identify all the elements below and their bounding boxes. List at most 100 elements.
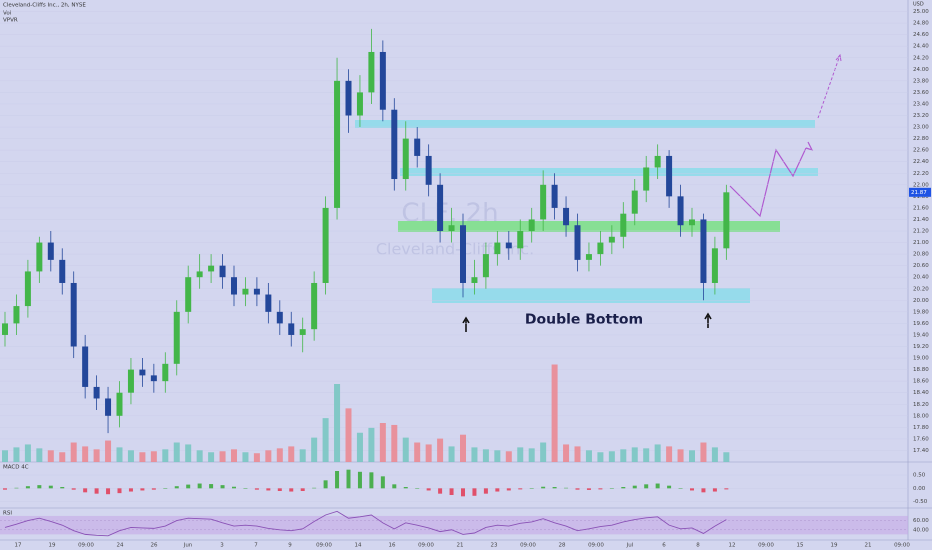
candle-body <box>93 386 100 399</box>
volume-bar <box>551 364 558 462</box>
indicator-label: Vol <box>3 11 12 17</box>
candle-body <box>528 219 535 231</box>
volume-bar <box>643 448 650 462</box>
x-tick-label: 21 <box>865 543 872 549</box>
macd-bar <box>632 485 637 489</box>
candle-body <box>391 109 398 180</box>
volume-bar <box>93 449 100 462</box>
volume-bar <box>677 449 684 462</box>
macd-bar <box>415 488 420 489</box>
macd-bar <box>243 488 248 489</box>
volume-bar <box>425 444 432 462</box>
y-tick-label: 20.40 <box>913 275 929 281</box>
x-tick-label: 21 <box>457 543 464 549</box>
y-tick-label: 24.60 <box>913 32 929 38</box>
candle-body <box>208 265 215 272</box>
volume-bar <box>574 446 581 462</box>
candle-body <box>219 265 226 278</box>
volume-bar <box>185 444 192 462</box>
volume-bar <box>563 444 570 462</box>
candle-body <box>242 288 249 295</box>
projection-arrowhead <box>835 53 842 62</box>
x-tick-label: 19 <box>49 543 56 549</box>
candle-body <box>345 80 352 116</box>
macd-bar <box>232 486 236 489</box>
volume-bar <box>631 447 638 462</box>
volume-bar <box>482 449 489 462</box>
y-tick-label: 22.20 <box>913 171 929 177</box>
y-tick-label: 0.50 <box>913 473 926 479</box>
macd-bar <box>461 488 465 497</box>
macd-bar <box>403 487 408 489</box>
y-tick-label: 17.60 <box>913 436 929 442</box>
candle-body <box>24 271 31 307</box>
x-tick-label: 12 <box>729 543 736 549</box>
volume-bar <box>689 450 695 462</box>
volume-bar <box>276 448 283 462</box>
volume-bar <box>116 447 123 462</box>
volume-bar <box>414 442 421 462</box>
volume-bar <box>311 437 318 462</box>
volume-bar <box>70 442 77 462</box>
volume-bar <box>150 451 157 462</box>
macd-bar <box>621 487 626 489</box>
volume-bar <box>299 449 306 462</box>
arrow-head <box>704 312 712 320</box>
candle-body <box>276 311 283 324</box>
macd-bar <box>483 488 488 494</box>
x-tick-label: 8 <box>696 543 700 549</box>
macd-bar <box>60 487 65 489</box>
volume-bar <box>2 450 8 462</box>
volume-bar <box>13 447 20 462</box>
candle-body <box>59 259 66 283</box>
volume-bar <box>36 448 43 462</box>
volume-bar <box>391 424 398 462</box>
x-tick-label: 28 <box>559 543 566 549</box>
macd-bar <box>472 488 477 496</box>
macd-bar <box>83 488 88 493</box>
candle-body <box>666 155 673 197</box>
candle-body <box>437 184 444 231</box>
candle-body <box>574 225 581 260</box>
candle-body <box>70 282 77 347</box>
x-tick-label: 23 <box>491 543 498 549</box>
x-tick-label: 24 <box>117 543 124 549</box>
x-tick-label: 26 <box>151 543 158 549</box>
candle-body <box>185 277 192 312</box>
volume-bar <box>196 450 203 462</box>
arrow-head <box>462 316 470 324</box>
macd-bar <box>140 488 145 491</box>
candle-body <box>654 155 661 168</box>
rsi-line <box>4 510 727 537</box>
y-tick-label: 24.00 <box>913 67 929 73</box>
candle-body <box>13 306 20 324</box>
candle-body <box>322 207 329 283</box>
macd-bar <box>106 488 111 495</box>
y-tick-label: 22.80 <box>913 136 929 142</box>
currency: USD <box>913 2 924 8</box>
indicator-label: VPVR <box>3 18 18 24</box>
macd-bar <box>380 476 385 489</box>
chart-title: Cleveland-Cliffs Inc., 2h, NYSE <box>3 3 86 9</box>
candle-body <box>643 167 650 191</box>
y-tick-label: 21.60 <box>913 205 929 211</box>
candle-body <box>356 92 363 116</box>
x-tick-label: 09:00 <box>418 543 434 549</box>
candle-body <box>334 80 341 208</box>
volume-bar <box>700 442 707 462</box>
y-tick-label: 22.40 <box>913 159 929 165</box>
volume-bar <box>242 452 249 462</box>
candle-body <box>47 242 54 260</box>
y-tick-label: 17.40 <box>913 448 929 454</box>
candle-body <box>402 138 409 180</box>
volume-bar <box>620 449 627 462</box>
projection-dashed <box>817 54 841 119</box>
volume-bar <box>219 451 226 462</box>
volume-bar <box>505 451 512 462</box>
y-tick-label: 24.20 <box>913 55 929 61</box>
candle-body <box>620 213 627 237</box>
y-tick-label: 23.20 <box>913 113 929 119</box>
candle-body <box>482 254 489 278</box>
y-tick-label: 19.20 <box>913 344 929 350</box>
volume-bar <box>608 451 615 462</box>
